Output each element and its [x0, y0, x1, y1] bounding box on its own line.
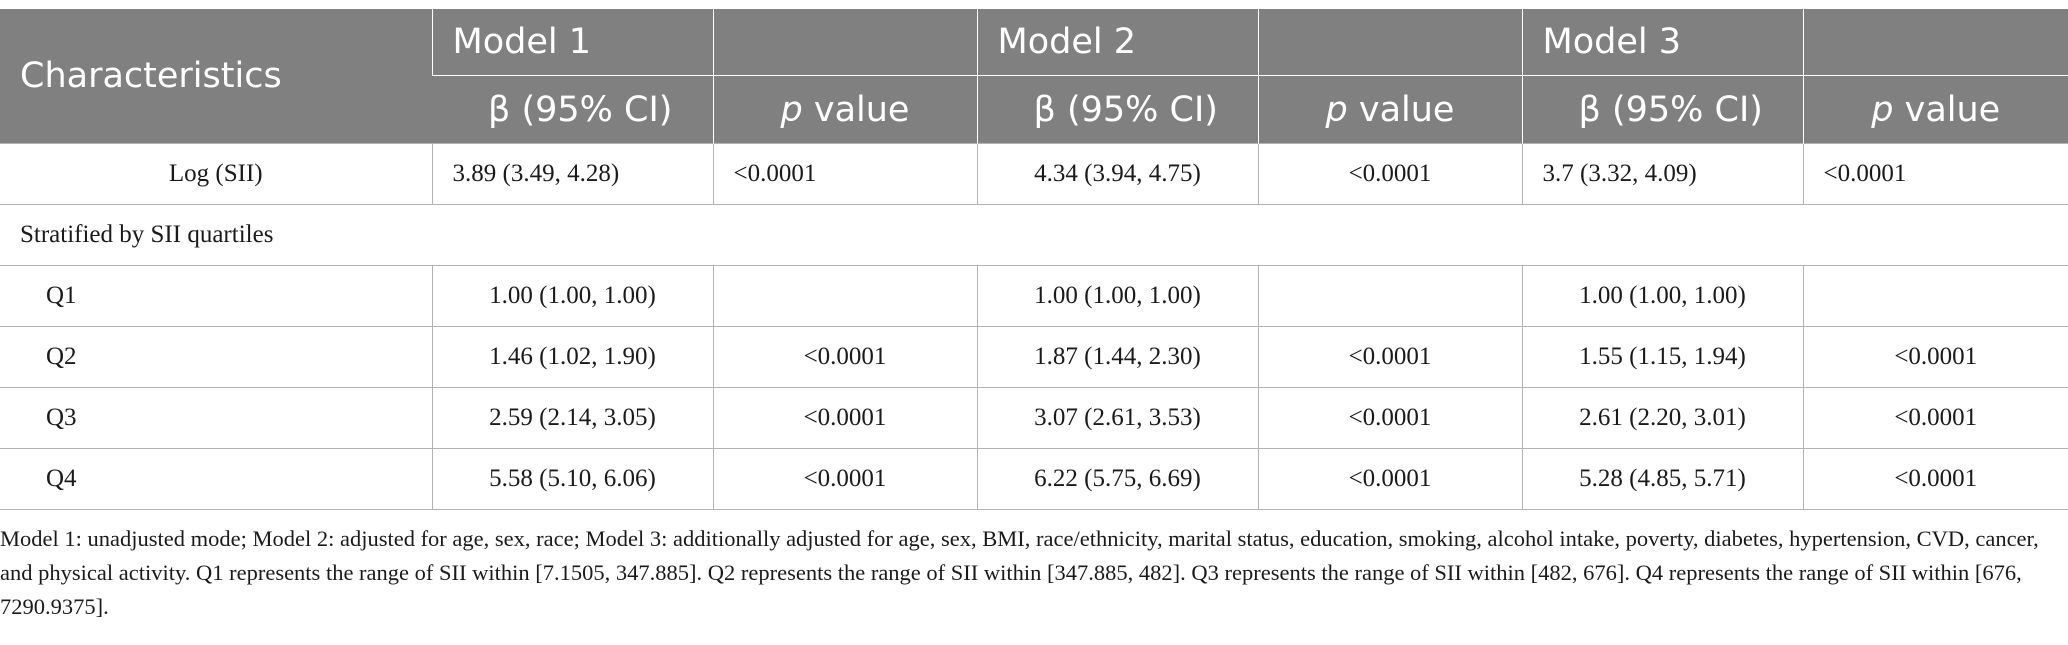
model1-beta: 5.58 (5.10, 6.06): [431, 448, 714, 510]
results-table: Characteristics Model 1 Model 2 Model 3 …: [0, 8, 2068, 510]
model2-beta: 4.34 (3.94, 4.75): [976, 143, 1259, 205]
model3-beta: 1.00 (1.00, 1.00): [1521, 265, 1804, 327]
header-p-value: p value: [712, 75, 977, 144]
header-p-value: p value: [1257, 75, 1522, 144]
p-value-word: value: [1893, 89, 2001, 130]
header-characteristics: Characteristics: [0, 8, 432, 144]
model2-p: <0.0001: [1257, 448, 1523, 510]
header-blank: [1802, 8, 2068, 76]
header-blank: [712, 8, 977, 76]
header-beta-ci: β (95% CI): [976, 75, 1258, 144]
model2-p: [1257, 265, 1523, 327]
model3-p: <0.0001: [1802, 448, 2068, 510]
model1-beta: 2.59 (2.14, 3.05): [431, 387, 714, 449]
table-row-section: Stratified by SII quartiles: [0, 204, 2068, 266]
model3-beta: 1.55 (1.15, 1.94): [1521, 326, 1804, 388]
section-label: Stratified by SII quartiles: [0, 204, 2068, 266]
header-blank: [1257, 8, 1522, 76]
row-label: Q4: [0, 448, 433, 510]
table-body: Log (SII) 3.89 (3.49, 4.28) <0.0001 4.34…: [0, 143, 2068, 510]
p-value-word: value: [1347, 89, 1455, 130]
p-symbol: p: [1871, 89, 1894, 130]
model2-beta: 6.22 (5.75, 6.69): [976, 448, 1259, 510]
model2-beta: 1.00 (1.00, 1.00): [976, 265, 1259, 327]
model1-p: <0.0001: [712, 387, 978, 449]
row-label: Q3: [0, 387, 433, 449]
model1-p: [712, 265, 978, 327]
model3-p: <0.0001: [1802, 143, 2068, 205]
model3-beta: 3.7 (3.32, 4.09): [1521, 143, 1804, 205]
model3-beta: 2.61 (2.20, 3.01): [1521, 387, 1804, 449]
model2-p: <0.0001: [1257, 143, 1523, 205]
model2-p: <0.0001: [1257, 326, 1523, 388]
model1-p: <0.0001: [712, 448, 978, 510]
model3-p: <0.0001: [1802, 326, 2068, 388]
model1-beta: 1.00 (1.00, 1.00): [431, 265, 714, 327]
header-model-1: Model 1: [431, 8, 713, 76]
row-label: Q2: [0, 326, 433, 388]
table-row-q2: Q2 1.46 (1.02, 1.90) <0.0001 1.87 (1.44,…: [0, 326, 2068, 388]
model3-p: <0.0001: [1802, 387, 2068, 449]
model3-p: [1802, 265, 2068, 327]
row-label: Log (SII): [0, 143, 433, 205]
model2-beta: 1.87 (1.44, 2.30): [976, 326, 1259, 388]
table-row-q1: Q1 1.00 (1.00, 1.00) 1.00 (1.00, 1.00) 1…: [0, 265, 2068, 327]
header-p-value: p value: [1802, 75, 2068, 144]
table-header: Characteristics Model 1 Model 2 Model 3 …: [0, 8, 2068, 144]
header-model-3: Model 3: [1521, 8, 1803, 76]
table-row-log-sii: Log (SII) 3.89 (3.49, 4.28) <0.0001 4.34…: [0, 143, 2068, 205]
header-model-2: Model 2: [976, 8, 1258, 76]
header-row-models: Characteristics Model 1 Model 2 Model 3: [0, 8, 2068, 144]
header-row-stats: β (95% CI) p value β (95% CI) p value β …: [0, 75, 2068, 144]
p-value-word: value: [802, 89, 910, 130]
table-row-q4: Q4 5.58 (5.10, 6.06) <0.0001 6.22 (5.75,…: [0, 448, 2068, 510]
model1-beta: 1.46 (1.02, 1.90): [431, 326, 714, 388]
model2-beta: 3.07 (2.61, 3.53): [976, 387, 1259, 449]
p-symbol: p: [1325, 89, 1348, 130]
model1-p: <0.0001: [712, 143, 978, 205]
header-beta-ci: β (95% CI): [432, 75, 713, 144]
p-symbol: p: [780, 89, 803, 130]
table-footnote: Model 1: unadjusted mode; Model 2: adjus…: [0, 526, 2039, 619]
model1-beta: 3.89 (3.49, 4.28): [431, 143, 714, 205]
model2-p: <0.0001: [1257, 387, 1523, 449]
model1-p: <0.0001: [712, 326, 978, 388]
row-label: Q1: [0, 265, 433, 327]
header-beta-ci: β (95% CI): [1521, 75, 1803, 144]
table-row-q3: Q3 2.59 (2.14, 3.05) <0.0001 3.07 (2.61,…: [0, 387, 2068, 449]
model3-beta: 5.28 (4.85, 5.71): [1521, 448, 1804, 510]
